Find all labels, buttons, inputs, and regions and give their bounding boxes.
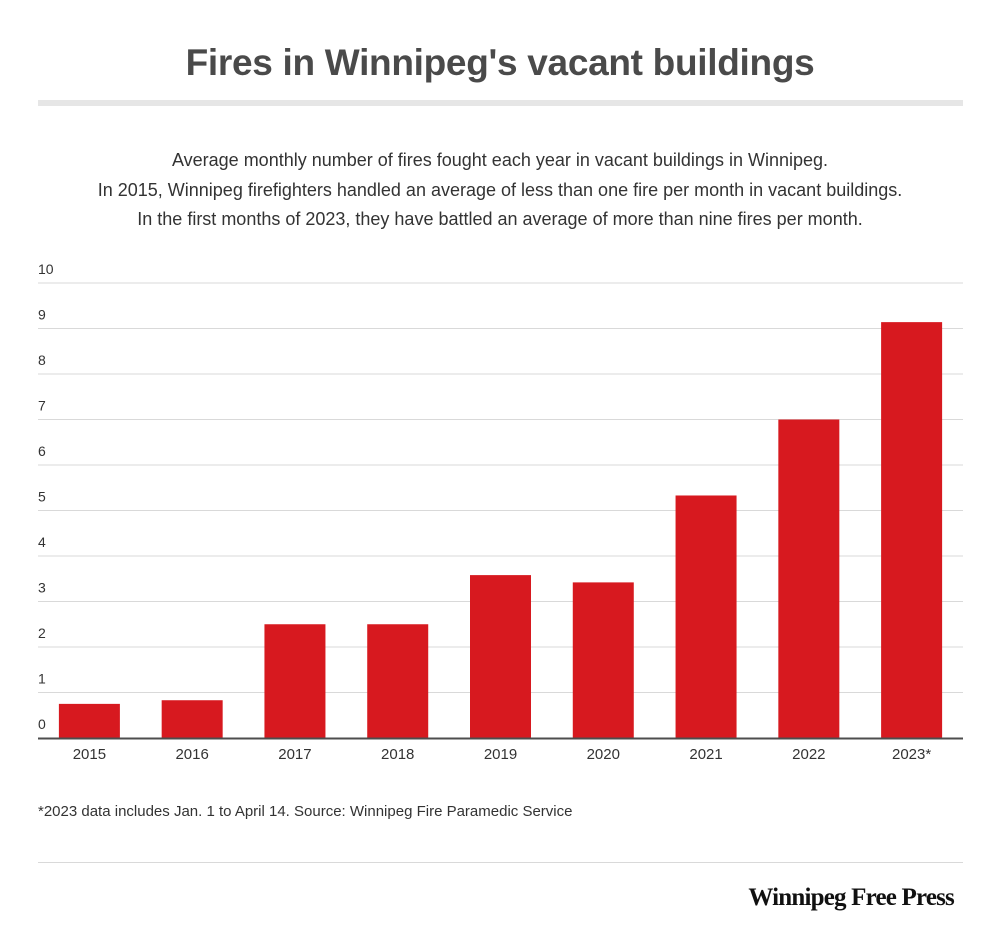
x-tick-label: 2019 [484, 746, 517, 763]
brand-logo: Winnipeg Free Press [748, 884, 954, 911]
footnote: *2023 data includes Jan. 1 to April 14. … [38, 803, 573, 820]
y-tick-label: 3 [38, 580, 46, 596]
y-tick-label: 1 [38, 671, 46, 687]
bar [470, 575, 531, 738]
y-tick-label: 10 [38, 261, 54, 277]
y-tick-label: 0 [38, 716, 46, 732]
x-tick-label: 2017 [278, 746, 311, 763]
y-tick-label: 2 [38, 625, 46, 641]
y-tick-label: 4 [38, 534, 46, 550]
bar [161, 700, 223, 738]
y-tick-label: 5 [38, 489, 46, 505]
x-tick-label: 2023* [892, 746, 931, 763]
bar [881, 322, 943, 738]
bar [367, 624, 429, 738]
bar-chart: 0 1 2 3 4 5 6 7 8 9 10 2015 2016 2017 2018 2019 2020 2021… [38, 261, 963, 763]
chart-subtitle: Average monthly number of fires fought e… [0, 146, 1000, 235]
y-tick-label: 7 [38, 398, 46, 414]
y-tick-label: 6 [38, 443, 46, 459]
subtitle-line: In 2015, Winnipeg firefighters handled a… [97, 179, 903, 200]
bar [675, 495, 737, 738]
bar [58, 703, 120, 738]
x-tick-label: 2018 [381, 746, 414, 763]
bar [572, 582, 634, 738]
x-tick-label: 2016 [175, 746, 208, 763]
chart-title: Fires in Winnipeg's vacant buildings [185, 42, 815, 83]
footer-divider [38, 862, 963, 863]
y-tick-label: 9 [38, 307, 46, 323]
x-tick-label: 2022 [792, 746, 825, 763]
x-tick-label: 2020 [587, 746, 620, 763]
x-tick-label: 2021 [689, 746, 722, 763]
bar [778, 419, 840, 738]
subtitle-line: Average monthly number of fires fought e… [171, 150, 829, 170]
title-divider [38, 100, 963, 106]
bar [264, 624, 326, 738]
subtitle-line: In the first months of 2023, they have b… [137, 209, 863, 229]
y-tick-label: 8 [38, 352, 46, 368]
x-tick-label: 2015 [73, 746, 106, 763]
